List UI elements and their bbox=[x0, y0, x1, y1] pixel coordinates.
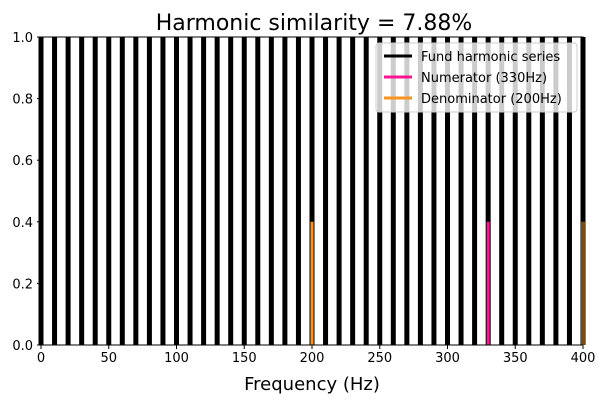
legend-label: Fund harmonic series bbox=[421, 50, 560, 65]
x-tick-label: 250 bbox=[367, 351, 392, 366]
y-tick-label: 0.4 bbox=[12, 216, 33, 231]
x-tick-label: 150 bbox=[232, 351, 257, 366]
y-tick-label: 0.0 bbox=[12, 339, 33, 354]
y-tick-label: 0.6 bbox=[12, 154, 33, 169]
chart-title: Harmonic similarity = 7.88% bbox=[156, 11, 473, 36]
y-tick-label: 0.8 bbox=[12, 93, 33, 108]
legend-box bbox=[375, 42, 578, 113]
legend-label: Denominator (200Hz) bbox=[421, 92, 562, 107]
legend-label: Numerator (330Hz) bbox=[421, 71, 547, 86]
x-tick-label: 300 bbox=[435, 351, 460, 366]
x-tick-label: 350 bbox=[503, 351, 528, 366]
legend: Fund harmonic series Numerator (330Hz) Den… bbox=[375, 42, 578, 113]
x-tick-label: 400 bbox=[571, 351, 596, 366]
x-tick-label: 0 bbox=[37, 351, 45, 366]
x-tick-label: 100 bbox=[164, 351, 189, 366]
y-tick-label: 0.2 bbox=[12, 277, 33, 292]
y-axis: 0.0 0.2 0.4 0.6 0.8 1.0 bbox=[12, 31, 41, 354]
x-tick-label: 200 bbox=[300, 351, 325, 366]
x-axis: 0 50 100 150 200 250 300 350 400 bbox=[37, 345, 596, 366]
x-axis-label: Frequency (Hz) bbox=[244, 374, 380, 395]
x-tick-label: 50 bbox=[100, 351, 117, 366]
y-tick-label: 1.0 bbox=[12, 31, 33, 46]
